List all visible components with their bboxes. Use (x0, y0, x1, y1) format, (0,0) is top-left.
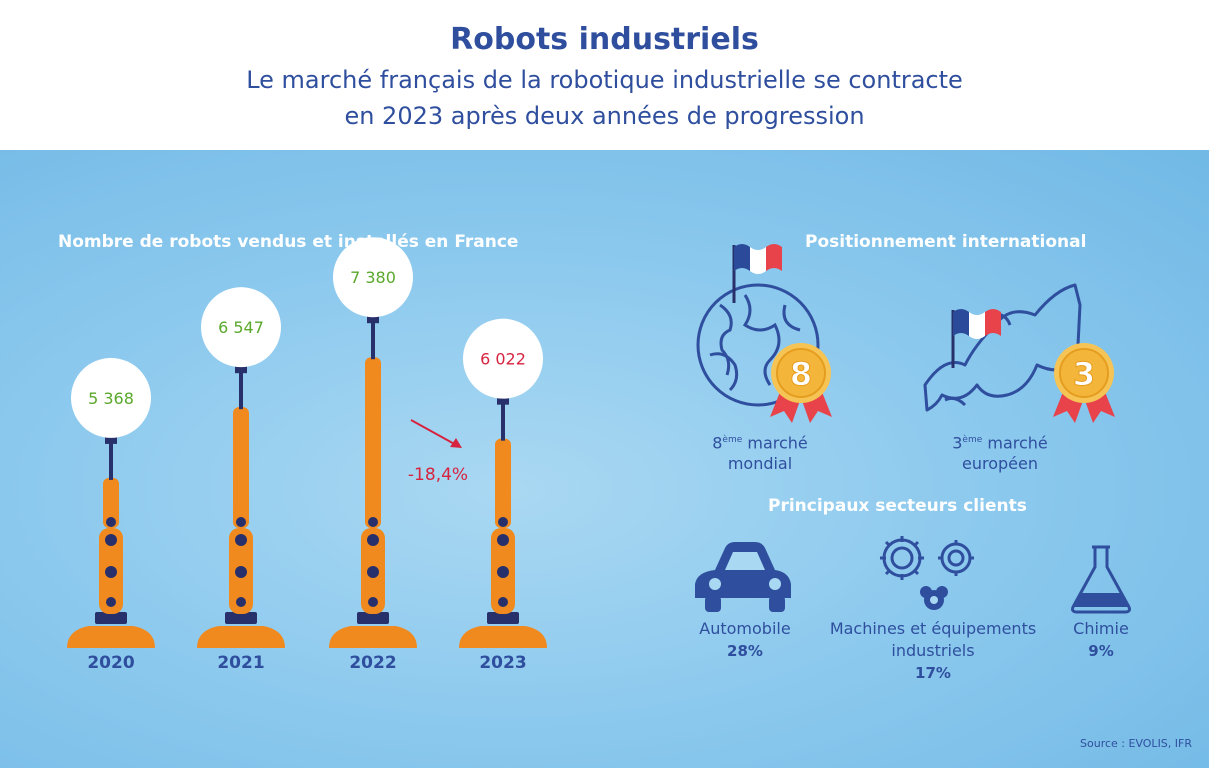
change-arrow (410, 419, 462, 448)
robot-upper-arm (365, 357, 381, 528)
flask-icon (1071, 545, 1131, 614)
gold-medal-icon: 8 (770, 343, 832, 423)
robot-bar-2021: 6 547 2021 (197, 287, 285, 673)
chart-title: Nombre de robots vendus et installés en … (58, 232, 519, 252)
header: Robots industriels Le marché français de… (0, 0, 1209, 150)
robot-upper-arm (233, 407, 249, 528)
source-note: Source : EVOLIS, IFR (1080, 737, 1192, 750)
robot-upper-arm (495, 438, 511, 528)
page-subtitle-line-2: en 2023 après deux années de progression (344, 102, 865, 130)
europe-map-icon: 3 (923, 283, 1115, 423)
year-label: 2022 (349, 653, 396, 673)
europe-rank-label: 3ème marché européen (952, 433, 1048, 474)
positioning-heading: Positionnement international (805, 232, 1087, 252)
value-label: 6 547 (218, 318, 264, 337)
page-title: Robots industriels (450, 22, 759, 57)
robot-base (67, 626, 155, 648)
sector-chimie: Chimie 9% (1073, 619, 1129, 660)
change-label: -18,4% (408, 465, 468, 485)
value-bubble (201, 287, 281, 368)
robot-base (197, 626, 285, 648)
value-label: 6 022 (480, 350, 526, 369)
sector-automobile: Automobile 28% (699, 619, 791, 660)
robot-bar-2020: 5 368 2020 (67, 357, 155, 673)
value-bubble (71, 357, 151, 438)
gears-icon (880, 536, 974, 610)
world-rank-label: 8ème marché mondial (712, 433, 808, 474)
world-globe-icon: 8 (696, 244, 832, 423)
car-icon (695, 542, 791, 612)
value-bubble (333, 237, 413, 318)
europe-rank-value: 3 (1073, 355, 1095, 393)
value-label: 7 380 (350, 268, 396, 287)
world-rank-value: 8 (790, 355, 812, 393)
year-label: 2021 (217, 653, 264, 673)
sectors-heading: Principaux secteurs clients (768, 496, 1027, 516)
sector-machines: Machines et équipements industriels 17% (829, 619, 1037, 682)
blue-panel (0, 150, 1209, 768)
gold-medal-icon: 3 (1053, 343, 1115, 423)
year-label: 2020 (87, 653, 134, 673)
france-flag-icon (732, 244, 782, 303)
france-flag-icon (951, 309, 1001, 368)
year-label: 2023 (479, 653, 526, 673)
robot-base (459, 626, 547, 648)
robot-bar-2023: 6 022 2023 (459, 318, 547, 673)
robot-base (329, 626, 417, 648)
robot-bar-chart: 5 368 2020 6 547 2021 7 380 2022 6 022 2023 -18,… (67, 237, 547, 673)
robot-upper-arm (103, 477, 119, 528)
value-label: 5 368 (88, 389, 134, 408)
page-subtitle-line-1: Le marché français de la robotique indus… (246, 66, 963, 94)
robot-bar-2022: 7 380 2022 (329, 237, 417, 673)
value-bubble (463, 318, 543, 399)
